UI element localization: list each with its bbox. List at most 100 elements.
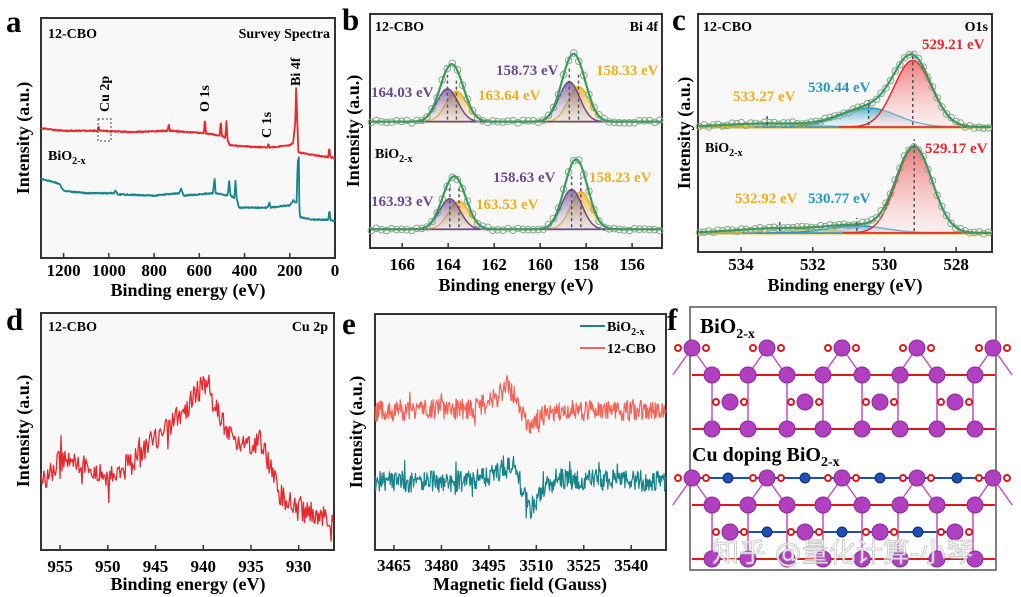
x-tick-label: 3540 — [614, 556, 648, 575]
data-point — [448, 59, 457, 68]
bismuth-atom — [814, 366, 832, 384]
bismuth-atom — [683, 469, 701, 487]
oxygen-atom — [740, 528, 748, 536]
panel-f: f BiO2-x Cu doping BiO2-x 知乎 @量化计算-小琴 — [667, 302, 1013, 571]
series-line-cbo — [40, 374, 334, 542]
data-point — [620, 119, 629, 127]
fit-envelope — [369, 158, 663, 231]
peak-label: 158.23 eV — [589, 170, 652, 186]
oxygen-atom — [890, 528, 898, 536]
x-tick-label: 955 — [47, 557, 73, 576]
data-point — [886, 76, 895, 85]
bismuth-atom — [833, 339, 851, 357]
bismuth-atom — [778, 420, 796, 438]
data-point — [877, 206, 886, 215]
x-axis-label-e: Magnetic field (Gauss) — [433, 574, 607, 595]
data-point — [882, 84, 890, 92]
data-point — [872, 95, 881, 104]
bismuth-atom — [984, 339, 1002, 357]
bismuth-atom — [966, 366, 984, 384]
oxygen-atom — [890, 398, 898, 406]
y-axis-label-d: Intensity (a.u.) — [13, 375, 34, 488]
bismuth-atom — [891, 366, 909, 384]
oxygen-atom — [899, 344, 907, 352]
copper-atom — [951, 472, 963, 484]
data-point — [625, 119, 634, 127]
bismuth-atom — [908, 339, 926, 357]
peak-label: 533.27 eV — [733, 89, 796, 105]
copper-atom — [761, 526, 773, 538]
title-b: Bi 4f — [630, 20, 659, 35]
oxygen-atom — [1003, 474, 1011, 482]
bismuth-atom — [796, 523, 814, 541]
data-point — [468, 210, 477, 218]
bismuth-atom — [796, 393, 814, 411]
bismuth-atom — [721, 523, 739, 541]
legend-label-cbo: 12-CBO — [607, 342, 656, 357]
fit-envelope — [698, 53, 993, 129]
data-point — [443, 64, 452, 73]
copper-atom — [912, 526, 924, 538]
oxygen-atom — [824, 474, 832, 482]
bismuth-atom — [778, 366, 796, 384]
peak-label: 530.77 eV — [808, 191, 871, 207]
bismuth-atom — [703, 496, 721, 514]
copper-atom — [799, 472, 811, 484]
x-tick-label: 930 — [286, 557, 312, 576]
data-point — [625, 226, 634, 235]
bismuth-atom — [946, 523, 964, 541]
crystal-structure-image — [672, 339, 1013, 568]
oxygen-atom — [1003, 344, 1011, 352]
bismuth-atom — [778, 550, 796, 568]
bismuth-atom — [871, 393, 889, 411]
data-point — [737, 118, 746, 127]
data-point — [428, 217, 436, 226]
x-tick-label: 1000 — [92, 261, 126, 280]
data-point — [947, 113, 955, 122]
series-line-cbo — [374, 375, 667, 434]
data-point — [544, 220, 553, 229]
bismuth-atom — [966, 550, 984, 568]
data-point — [742, 121, 750, 130]
oxygen-atom — [787, 528, 795, 536]
bismuth-atom — [853, 366, 871, 384]
x-tick-label: 0 — [331, 261, 340, 280]
data-point — [924, 73, 932, 81]
oxygen-atom — [975, 474, 983, 482]
bismuth-atom — [703, 550, 721, 568]
oxygen-atom — [674, 474, 682, 482]
bismuth-atom — [683, 339, 701, 357]
bismuth-atom — [928, 496, 946, 514]
x-axis-label-a: Binding energy (eV) — [111, 280, 266, 301]
fit-envelope — [698, 145, 993, 235]
series-line-cbo — [40, 87, 336, 160]
oxygen-atom — [777, 344, 785, 352]
data-point — [882, 199, 890, 207]
oxygen-atom — [824, 344, 832, 352]
sample-label-c-bio: BiO2-x — [705, 141, 742, 159]
x-tick-label: 530 — [872, 255, 898, 274]
title-c: O1s — [965, 20, 989, 35]
data-point — [877, 89, 886, 98]
oxygen-atom — [899, 474, 907, 482]
panel-label-e: e — [342, 306, 356, 341]
bismuth-atom — [814, 496, 832, 514]
annotation-c-1s: C 1s — [260, 111, 275, 138]
x-tick-label: 166 — [389, 255, 415, 274]
data-point — [655, 116, 664, 125]
data-point — [914, 54, 923, 63]
x-tick-label: 3480 — [424, 556, 458, 575]
data-point — [402, 116, 411, 125]
panel-e: e 3465 3480 3495 3510 3525 3540 BiO2-x 12-CBO… — [342, 306, 667, 595]
bismuth-atom — [721, 393, 739, 411]
plot-frame-d — [40, 312, 335, 551]
x-tick-label: 158 — [573, 255, 599, 274]
data-point — [382, 226, 391, 235]
panel-b: b 166 164 162 160 158 156 12-CBO Bi 4f BiO2-x… — [342, 2, 664, 296]
watermark: 知乎 @量化计算-小琴 — [712, 538, 973, 569]
bismuth-atom — [984, 469, 1002, 487]
x-tick-label: 162 — [481, 255, 507, 274]
data-point — [473, 219, 482, 228]
x-tick-label: 164 — [435, 255, 461, 274]
bismuth-atom — [908, 469, 926, 487]
